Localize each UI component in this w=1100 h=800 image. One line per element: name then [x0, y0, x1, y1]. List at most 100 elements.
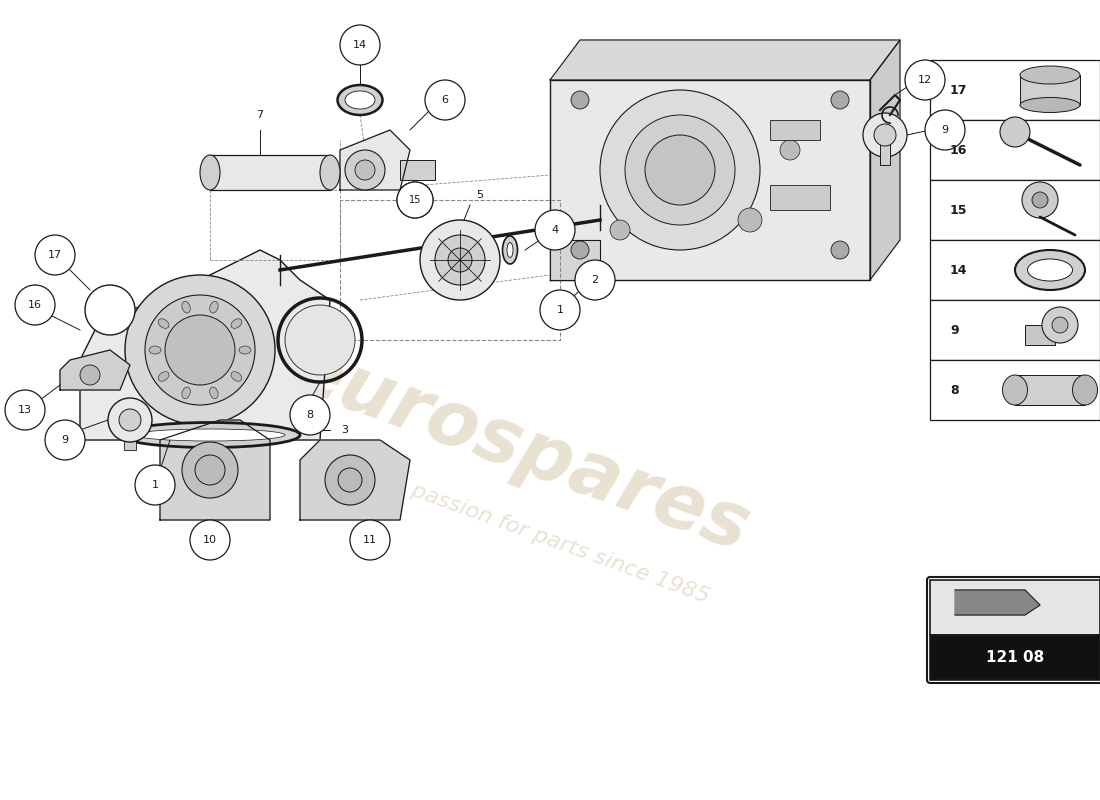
Ellipse shape [210, 302, 218, 313]
Ellipse shape [1002, 375, 1027, 405]
Circle shape [45, 420, 85, 460]
Text: 13: 13 [18, 405, 32, 415]
Circle shape [448, 248, 472, 272]
Ellipse shape [135, 429, 285, 441]
Bar [930, 60, 1100, 120]
Circle shape [610, 220, 630, 240]
Bar [930, 180, 1100, 240]
Ellipse shape [338, 85, 383, 115]
Circle shape [1000, 117, 1030, 147]
Ellipse shape [320, 155, 340, 190]
Ellipse shape [231, 318, 242, 328]
Circle shape [1042, 307, 1078, 343]
Text: 16: 16 [28, 300, 42, 310]
Polygon shape [80, 250, 330, 440]
Circle shape [165, 315, 235, 385]
Text: 9: 9 [950, 323, 958, 337]
Circle shape [925, 110, 965, 150]
Ellipse shape [1027, 259, 1072, 281]
Circle shape [600, 90, 760, 250]
Text: 1: 1 [557, 305, 563, 315]
Circle shape [571, 91, 588, 109]
Text: 11: 11 [363, 535, 377, 545]
Ellipse shape [158, 372, 169, 382]
Polygon shape [160, 420, 270, 520]
Circle shape [420, 220, 500, 300]
Bar [930, 360, 1100, 420]
Circle shape [145, 295, 255, 405]
Ellipse shape [158, 318, 169, 328]
Ellipse shape [210, 387, 218, 398]
Circle shape [290, 395, 330, 435]
Circle shape [135, 465, 175, 505]
Text: 16: 16 [950, 143, 967, 157]
Text: 15: 15 [950, 203, 968, 217]
Text: 15: 15 [409, 195, 421, 205]
Text: 4: 4 [551, 225, 559, 235]
Ellipse shape [1015, 250, 1085, 290]
Text: 8: 8 [950, 383, 958, 397]
Circle shape [340, 25, 379, 65]
Circle shape [905, 60, 945, 100]
Ellipse shape [1020, 98, 1080, 113]
Polygon shape [550, 40, 900, 80]
Polygon shape [300, 440, 410, 520]
Circle shape [830, 91, 849, 109]
Polygon shape [550, 80, 870, 280]
Text: 9: 9 [942, 125, 948, 135]
Text: 14: 14 [353, 40, 367, 50]
Circle shape [355, 160, 375, 180]
Circle shape [119, 409, 141, 431]
Circle shape [874, 124, 896, 146]
Text: 2: 2 [592, 275, 598, 285]
Circle shape [540, 290, 580, 330]
Bar [770, 120, 820, 140]
Polygon shape [60, 350, 130, 390]
Bar [930, 300, 1100, 360]
Ellipse shape [1020, 66, 1080, 84]
Bar [930, 120, 1100, 180]
Polygon shape [340, 130, 410, 190]
Circle shape [830, 241, 849, 259]
Ellipse shape [239, 346, 251, 354]
Circle shape [35, 235, 75, 275]
Circle shape [738, 208, 762, 232]
Bar [930, 635, 1100, 680]
Text: 1: 1 [152, 480, 158, 490]
Bar [770, 185, 830, 210]
Bar [124, 420, 136, 450]
Bar [340, 200, 560, 340]
Text: a passion for parts since 1985: a passion for parts since 1985 [388, 473, 712, 607]
Circle shape [864, 113, 907, 157]
Circle shape [1032, 192, 1048, 208]
Text: 6: 6 [441, 95, 449, 105]
Circle shape [108, 398, 152, 442]
Circle shape [182, 442, 238, 498]
Bar [1025, 325, 1055, 345]
Ellipse shape [345, 91, 375, 109]
Bar [880, 135, 890, 165]
Circle shape [625, 115, 735, 225]
Bar [930, 240, 1100, 300]
Circle shape [80, 365, 100, 385]
Bar [1020, 75, 1080, 105]
Circle shape [338, 468, 362, 492]
Bar [930, 580, 1100, 635]
Circle shape [324, 455, 375, 505]
Circle shape [190, 520, 230, 560]
Polygon shape [955, 590, 1040, 615]
Text: 17: 17 [48, 250, 62, 260]
Circle shape [645, 135, 715, 205]
Text: 3: 3 [341, 425, 349, 435]
Bar [1015, 375, 1085, 405]
Circle shape [1022, 182, 1058, 218]
Polygon shape [870, 40, 900, 280]
Ellipse shape [148, 346, 161, 354]
Circle shape [780, 140, 800, 160]
Text: 10: 10 [204, 535, 217, 545]
Circle shape [425, 80, 465, 120]
Text: 9: 9 [62, 435, 68, 445]
Circle shape [6, 390, 45, 430]
Text: 14: 14 [950, 263, 968, 277]
Circle shape [85, 285, 135, 335]
